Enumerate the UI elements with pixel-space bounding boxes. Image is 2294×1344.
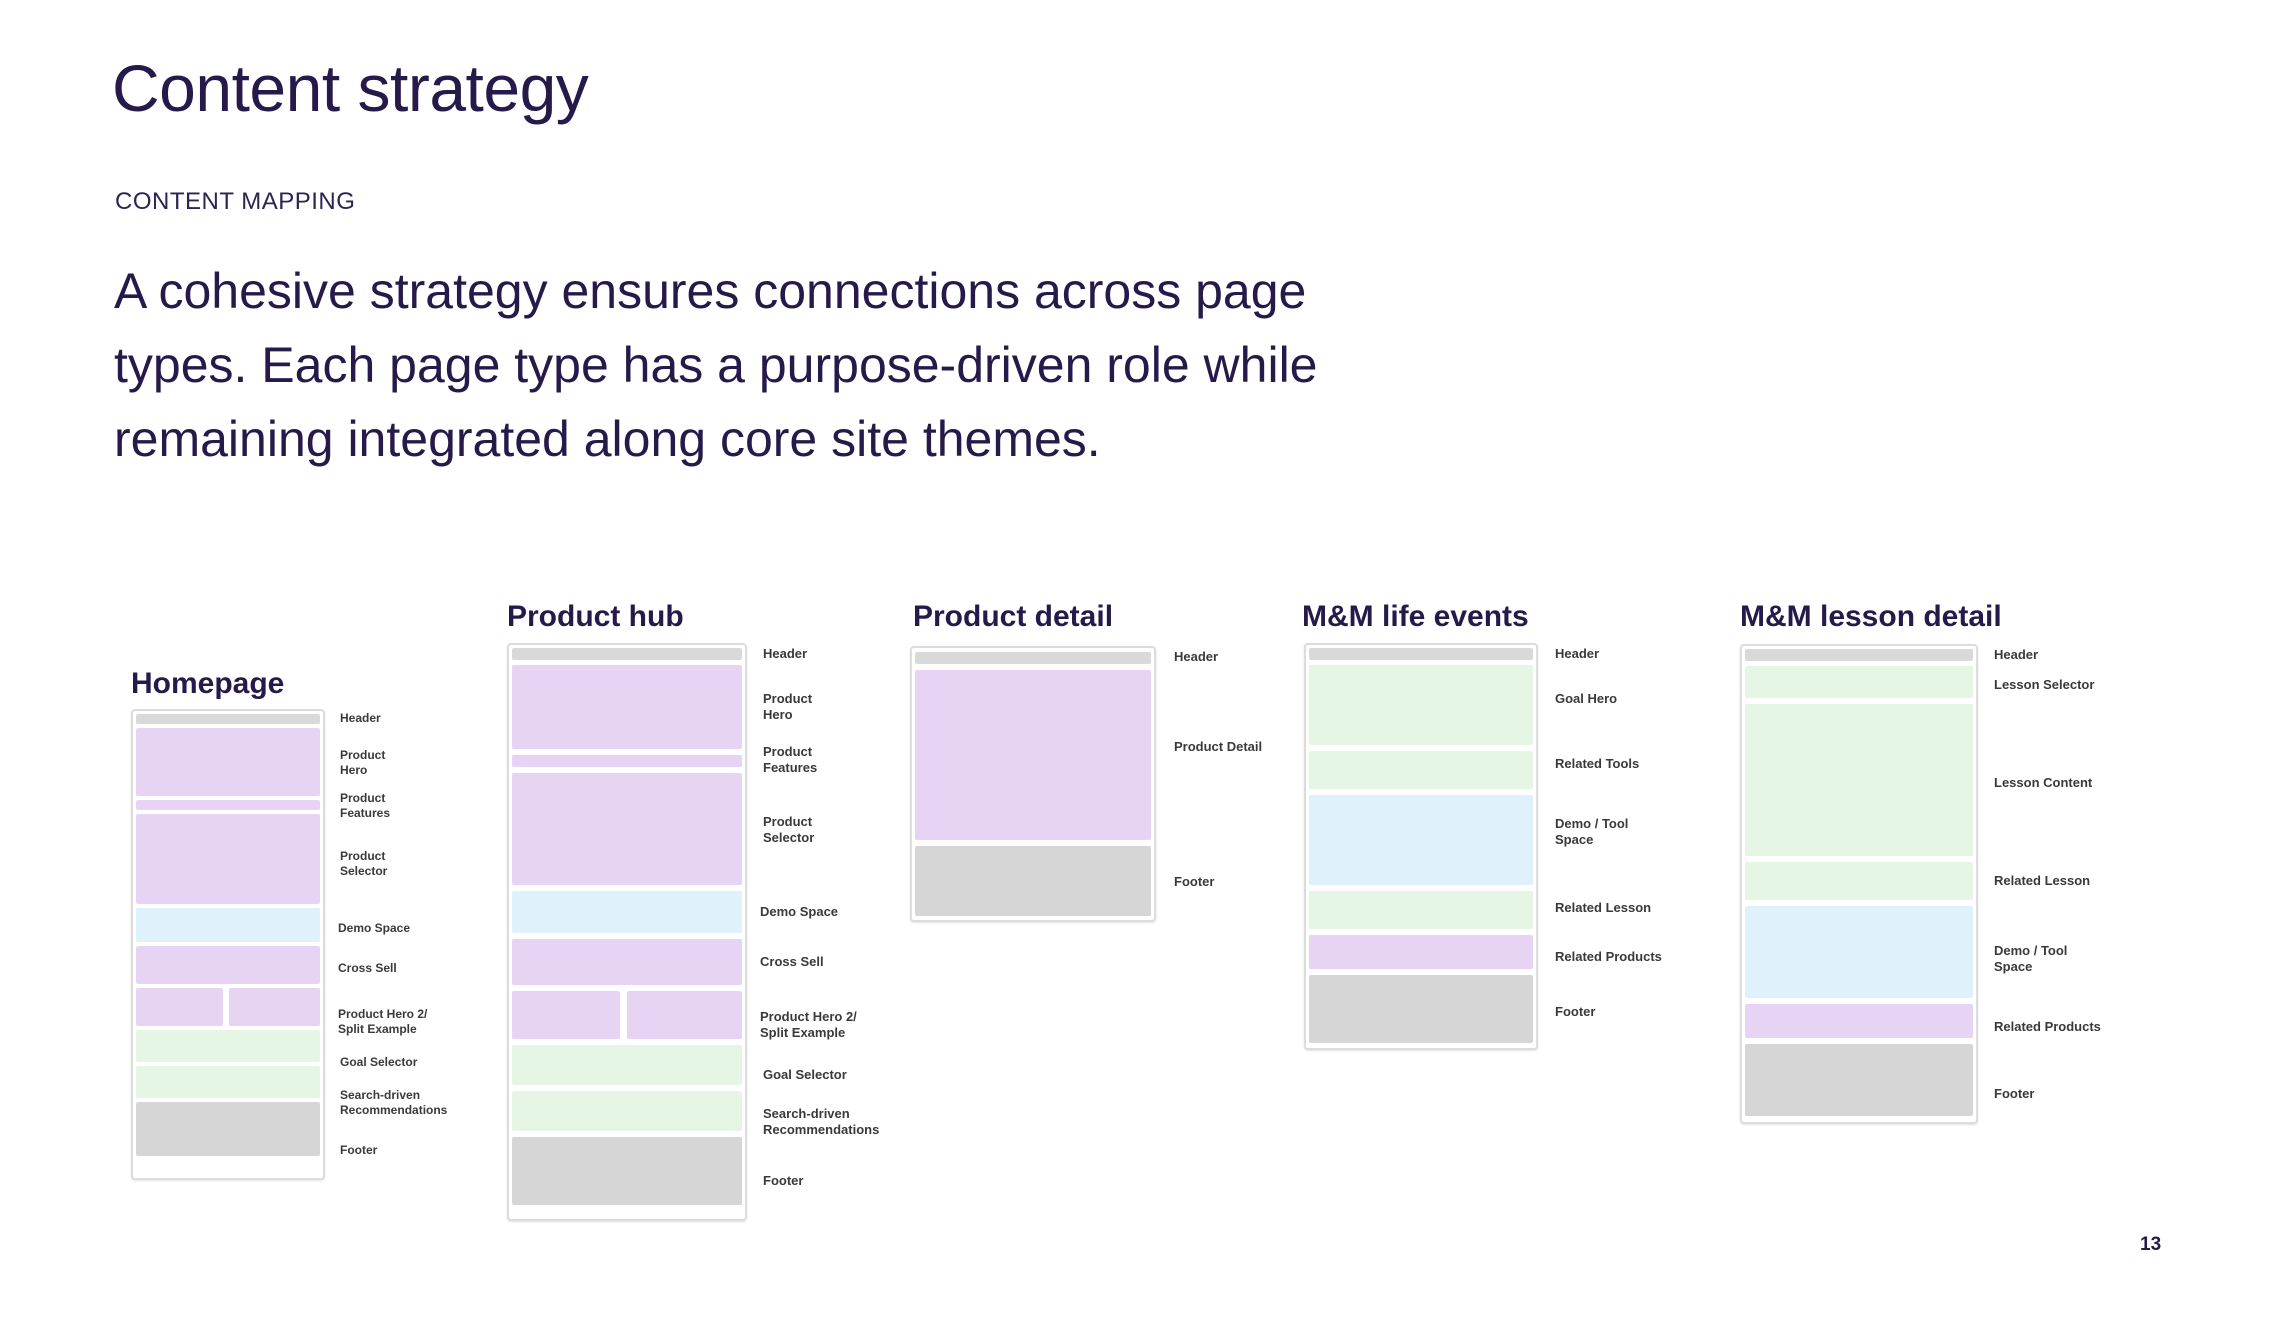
wf-demo-space-block xyxy=(136,908,320,942)
wf-header-block xyxy=(915,652,1151,664)
wf-label: Demo / Tool Space xyxy=(1994,943,2068,974)
wf-cross-sell-block xyxy=(512,939,742,985)
product-hub-wireframe xyxy=(507,643,747,1221)
wf-label: Goal Selector xyxy=(340,1055,418,1069)
wf-header-block xyxy=(512,648,742,660)
wf-goal-hero-block xyxy=(1309,665,1533,745)
wf-product-detail-block xyxy=(915,670,1151,840)
wf-product-hero2-right-block xyxy=(627,991,742,1039)
wf-label: Related Tools xyxy=(1555,756,1640,771)
wf-header-block xyxy=(136,714,320,724)
wf-label: Related Lesson xyxy=(1555,900,1652,915)
wf-label: Footer xyxy=(763,1173,804,1188)
homepage-wireframe xyxy=(131,709,325,1180)
wf-label: Product Hero 2/ Split Example xyxy=(760,1009,857,1040)
wf-label: Product Hero 2/ Split Example xyxy=(338,1007,428,1036)
wf-product-selector-block xyxy=(136,814,320,904)
wf-goal-selector-block xyxy=(136,1030,320,1062)
wf-product-selector-block xyxy=(512,773,742,885)
wf-label: Footer xyxy=(1994,1086,2035,1101)
wf-footer-block xyxy=(1309,975,1533,1043)
wf-related-products-block xyxy=(1309,935,1533,969)
wf-label: Goal Selector xyxy=(763,1067,847,1082)
wf-demo-tool-space-block xyxy=(1309,795,1533,885)
wf-header-block xyxy=(1745,649,1973,661)
wf-label: Header xyxy=(1994,647,2039,662)
wf-related-tools-block xyxy=(1309,751,1533,789)
product-detail-wireframe xyxy=(910,646,1156,922)
wf-label: Header xyxy=(1555,646,1600,661)
wf-label: Footer xyxy=(1174,874,1215,889)
wf-label: Footer xyxy=(1555,1004,1596,1019)
wf-footer-block xyxy=(136,1102,320,1156)
page-number: 13 xyxy=(2140,1234,2162,1255)
wf-label: Related Lesson xyxy=(1994,873,2091,888)
wf-cross-sell-block xyxy=(136,946,320,984)
wf-footer-block xyxy=(512,1137,742,1205)
wf-header-block xyxy=(1309,648,1533,660)
wf-label: Related Products xyxy=(1555,949,1662,964)
wf-product-hero2-left-block xyxy=(136,988,223,1026)
wf-related-lesson-block xyxy=(1309,891,1533,929)
wf-label: Product Hero xyxy=(340,748,386,777)
product-hub-title: Product hub xyxy=(507,600,684,633)
section-eyebrow: CONTENT MAPPING xyxy=(115,188,356,215)
wf-label: Product Features xyxy=(340,791,391,820)
wf-label: Demo / Tool Space xyxy=(1555,816,1629,847)
wf-search-recs-block xyxy=(136,1066,320,1098)
wf-label: Product Selector xyxy=(763,814,815,845)
wf-search-recs-block xyxy=(512,1091,742,1131)
wf-label: Product Hero xyxy=(763,691,813,722)
wf-label: Header xyxy=(1174,649,1219,664)
wf-demo-space-block xyxy=(512,891,742,933)
wf-product-hero-block xyxy=(136,728,320,796)
page-title: Content strategy xyxy=(112,51,589,125)
wf-label: Lesson Content xyxy=(1994,775,2093,790)
wf-lesson-content-block xyxy=(1745,704,1973,856)
lesson-detail-wireframe xyxy=(1740,644,1978,1124)
wf-label: Cross Sell xyxy=(338,961,397,975)
life-events-title: M&M life events xyxy=(1302,600,1529,633)
wf-footer-block xyxy=(1745,1044,1973,1116)
wf-label: Demo Space xyxy=(338,921,411,935)
wf-label: Footer xyxy=(340,1143,378,1157)
wf-label: Goal Hero xyxy=(1555,691,1618,706)
wf-label: Search-driven Recommendations xyxy=(340,1088,448,1117)
wf-label: Product Detail xyxy=(1174,739,1263,754)
wf-label: Lesson Selector xyxy=(1994,677,2095,692)
wf-product-hero2-left-block xyxy=(512,991,620,1039)
wf-label: Header xyxy=(763,646,808,661)
wf-label: Search-driven Recommendations xyxy=(763,1106,880,1137)
wf-product-hero-block xyxy=(512,665,742,749)
homepage-title: Homepage xyxy=(131,667,285,700)
lead-paragraph: A cohesive strategy ensures connections … xyxy=(114,263,1318,467)
wf-demo-tool-space-block xyxy=(1745,906,1973,998)
wf-lesson-selector-block xyxy=(1745,666,1973,698)
wf-related-lesson-block xyxy=(1745,862,1973,900)
wf-product-features-block xyxy=(136,800,320,810)
life-events-wireframe xyxy=(1304,643,1538,1050)
lesson-detail-title: M&M lesson detail xyxy=(1740,600,2002,633)
wf-label: Cross Sell xyxy=(760,954,824,969)
wf-label: Product Features xyxy=(763,744,818,775)
wf-label: Product Selector xyxy=(340,849,388,878)
wf-footer-block xyxy=(915,846,1151,916)
wf-goal-selector-block xyxy=(512,1045,742,1085)
wf-product-features-block xyxy=(512,755,742,767)
wf-label: Related Products xyxy=(1994,1019,2101,1034)
product-detail-title: Product detail xyxy=(913,600,1114,633)
wf-label: Header xyxy=(340,711,381,725)
wf-label: Demo Space xyxy=(760,904,839,919)
wf-related-products-block xyxy=(1745,1004,1973,1038)
wf-product-hero2-right-block xyxy=(229,988,320,1026)
